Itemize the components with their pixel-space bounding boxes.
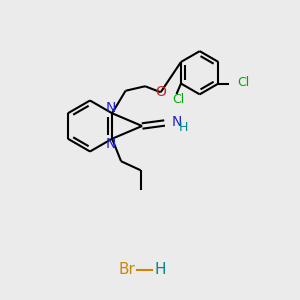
Text: H: H [154, 262, 166, 278]
Text: O: O [155, 85, 166, 99]
Text: N: N [105, 101, 116, 115]
Text: Cl: Cl [172, 93, 184, 106]
Text: N: N [171, 115, 182, 128]
Text: Cl: Cl [237, 76, 249, 89]
Text: Br: Br [118, 262, 135, 278]
Text: H: H [179, 121, 188, 134]
Text: N: N [105, 137, 116, 151]
